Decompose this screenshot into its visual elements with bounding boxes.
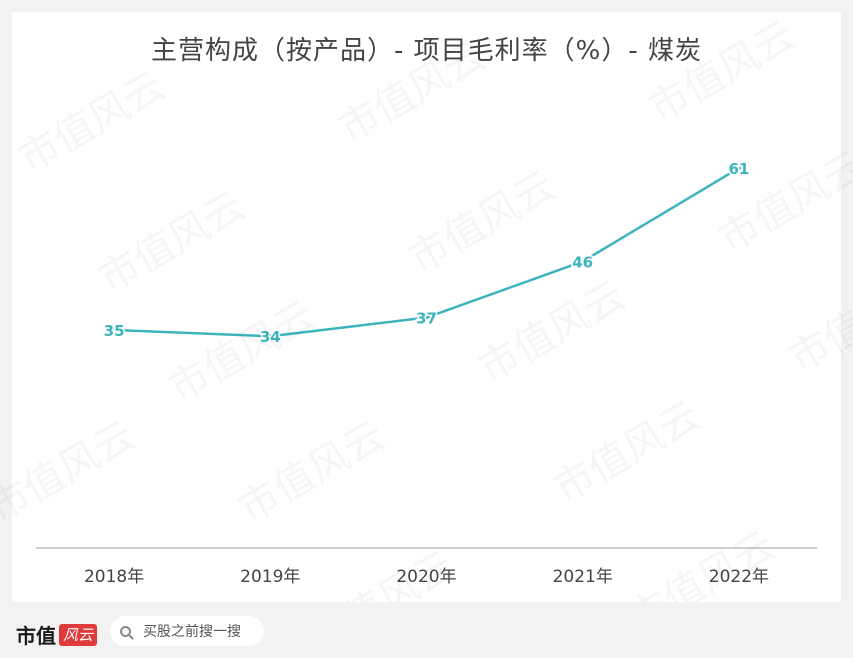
footer-bar: 市值 风云 买股之前搜一搜 <box>0 602 853 658</box>
data-point <box>424 315 429 320</box>
data-label: 34 <box>260 328 281 346</box>
data-point <box>112 328 117 332</box>
brand-mark: 风云 <box>59 623 98 646</box>
brand-logo[interactable]: 市值 风云 <box>16 620 98 649</box>
data-point <box>736 166 741 171</box>
search-box[interactable]: 买股之前搜一搜 <box>110 616 264 646</box>
data-label: 46 <box>572 253 593 271</box>
search-placeholder: 买股之前搜一搜 <box>143 624 241 640</box>
data-point <box>268 334 273 339</box>
x-tick-label: 2020年 <box>396 567 456 587</box>
data-label: 61 <box>728 160 749 178</box>
data-label: 35 <box>104 322 125 340</box>
chart-card <box>12 12 841 602</box>
line-chart: 35 34 37 46 61 2018年 2019年 2020年 2021年 2022年 <box>36 159 817 587</box>
brand-name: 市值 <box>16 624 56 648</box>
data-point <box>580 259 585 264</box>
search-icon <box>120 625 131 637</box>
x-tick-label: 2019年 <box>240 567 300 587</box>
data-label: 37 <box>416 310 437 328</box>
chart-title: 主营构成（按产品）- 项目毛利率（%）- 煤炭 <box>151 36 702 66</box>
x-tick-label: 2022年 <box>709 567 769 587</box>
x-tick-label: 2021年 <box>553 567 613 587</box>
x-tick-label: 2018年 <box>84 567 144 587</box>
